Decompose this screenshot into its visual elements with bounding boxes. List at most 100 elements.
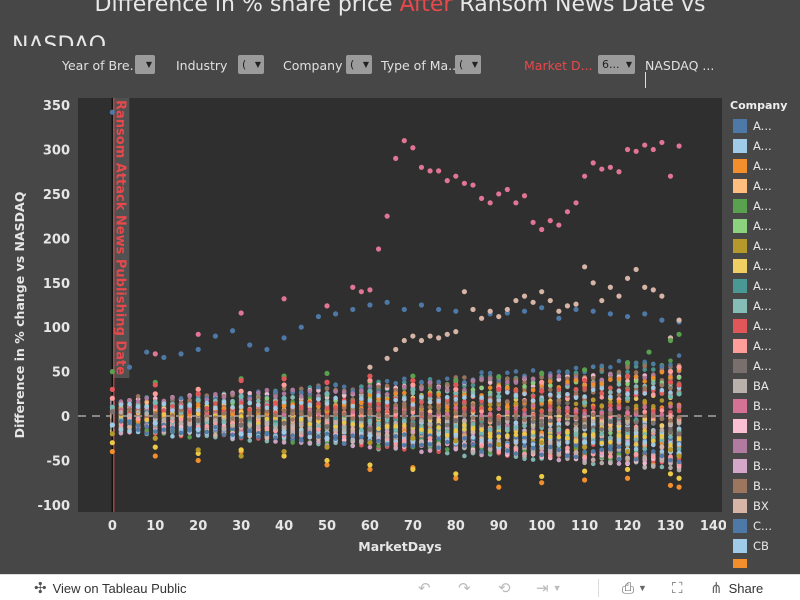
share-button[interactable]: ⋔ Share <box>710 579 763 597</box>
data-point <box>513 369 519 374</box>
redo-button[interactable]: ↷ <box>458 579 471 597</box>
data-point <box>530 387 536 393</box>
data-point <box>487 427 493 433</box>
legend-item[interactable]: A... <box>726 356 800 376</box>
data-point <box>573 431 579 437</box>
data-point <box>273 412 278 418</box>
data-point <box>247 407 253 413</box>
legend-item[interactable]: BX <box>726 496 800 516</box>
data-point <box>633 384 639 389</box>
data-point <box>384 434 390 439</box>
data-point <box>676 463 682 468</box>
filter-market-days-dropdown[interactable]: 6... ▼ <box>598 55 635 74</box>
legend-label: A... <box>753 239 772 253</box>
data-point <box>659 464 665 470</box>
data-point <box>393 412 399 417</box>
legend-item[interactable]: B... <box>726 396 800 416</box>
data-point <box>565 391 570 397</box>
data-point <box>478 195 485 201</box>
data-point <box>436 385 441 391</box>
revert-button[interactable]: ⟲ <box>498 579 511 597</box>
data-point <box>667 482 674 488</box>
view-on-tableau-button[interactable]: ✣ View on Tableau Public <box>34 579 187 597</box>
filter-year-dropdown[interactable]: ▼ <box>135 55 155 74</box>
legend-item[interactable]: A... <box>726 296 800 316</box>
data-point <box>195 450 201 456</box>
legend-item[interactable]: B... <box>726 436 800 456</box>
data-point <box>384 442 390 447</box>
data-point <box>462 375 467 380</box>
download-button[interactable]: ⎙ ▼ <box>622 579 647 597</box>
legend-item[interactable]: B... <box>726 456 800 476</box>
data-point <box>298 430 304 436</box>
data-point <box>359 407 364 413</box>
data-point <box>384 383 390 389</box>
data-point <box>333 389 338 394</box>
legend-item[interactable]: A... <box>726 216 800 236</box>
filter-industry-dropdown[interactable]: (▼ <box>238 55 264 74</box>
legend-item[interactable]: A... <box>726 276 800 296</box>
data-point <box>582 417 587 423</box>
legend-item[interactable]: CB <box>726 536 800 556</box>
legend-item[interactable]: A... <box>726 136 800 156</box>
data-point <box>307 411 313 416</box>
data-point <box>599 414 605 420</box>
data-point <box>608 377 613 383</box>
data-point <box>590 405 596 411</box>
data-point <box>642 450 648 456</box>
fullscreen-button[interactable]: ⛶ <box>672 579 683 597</box>
legend-item[interactable]: A... <box>726 156 800 176</box>
legend-item[interactable]: BA <box>726 376 800 396</box>
filter-company-dropdown[interactable]: (▼ <box>346 55 372 74</box>
filter-nasdaq-label: NASDAQ ... <box>645 57 715 73</box>
legend-item[interactable]: A... <box>726 316 800 336</box>
legend-item[interactable]: A... <box>726 256 800 276</box>
data-point <box>204 400 210 406</box>
data-point <box>547 297 553 304</box>
data-point <box>539 422 545 428</box>
scatter-chart[interactable]: Ransom Attack News Publishing Date -100 -5… <box>0 0 726 572</box>
data-point <box>135 404 141 410</box>
data-point <box>264 387 270 393</box>
data-point <box>608 419 613 425</box>
data-point <box>633 430 639 435</box>
data-point <box>127 412 132 418</box>
x-tick-label: 0 <box>108 519 117 534</box>
legend-item[interactable]: A... <box>726 116 800 136</box>
legend-item[interactable]: B... <box>726 416 800 436</box>
data-point <box>599 377 605 383</box>
legend-item[interactable] <box>726 556 800 568</box>
data-point <box>401 438 407 443</box>
legend-item[interactable]: B... <box>726 476 800 496</box>
data-point <box>522 423 527 429</box>
data-point <box>290 429 295 435</box>
data-point <box>281 335 287 341</box>
legend-item[interactable]: A... <box>726 236 800 256</box>
legend-item[interactable]: A... <box>726 336 800 356</box>
filter-company: Company <box>283 54 342 76</box>
data-point <box>556 222 562 228</box>
data-point <box>144 417 149 423</box>
legend-item[interactable]: A... <box>726 176 800 196</box>
data-point <box>135 394 141 399</box>
data-point <box>496 313 502 320</box>
undo-button[interactable]: ↶ <box>418 579 431 597</box>
data-point <box>350 426 356 432</box>
data-point <box>599 421 605 427</box>
data-point <box>625 369 630 375</box>
filter-type-dropdown[interactable]: (▼ <box>455 55 481 74</box>
data-point <box>556 410 562 415</box>
legend-label: A... <box>753 339 772 353</box>
legend-item[interactable]: C... <box>726 516 800 536</box>
data-point <box>676 453 682 459</box>
data-point <box>324 462 330 468</box>
data-point <box>238 310 244 316</box>
filter-nasdaq[interactable]: NASDAQ ... <box>645 54 714 76</box>
data-point <box>281 412 287 417</box>
data-point <box>436 417 441 422</box>
refresh-button[interactable]: ⇥ ▼ <box>536 579 562 597</box>
data-point <box>419 400 424 405</box>
data-point <box>247 422 253 428</box>
data-point <box>513 297 519 304</box>
legend-item[interactable]: A... <box>726 196 800 216</box>
